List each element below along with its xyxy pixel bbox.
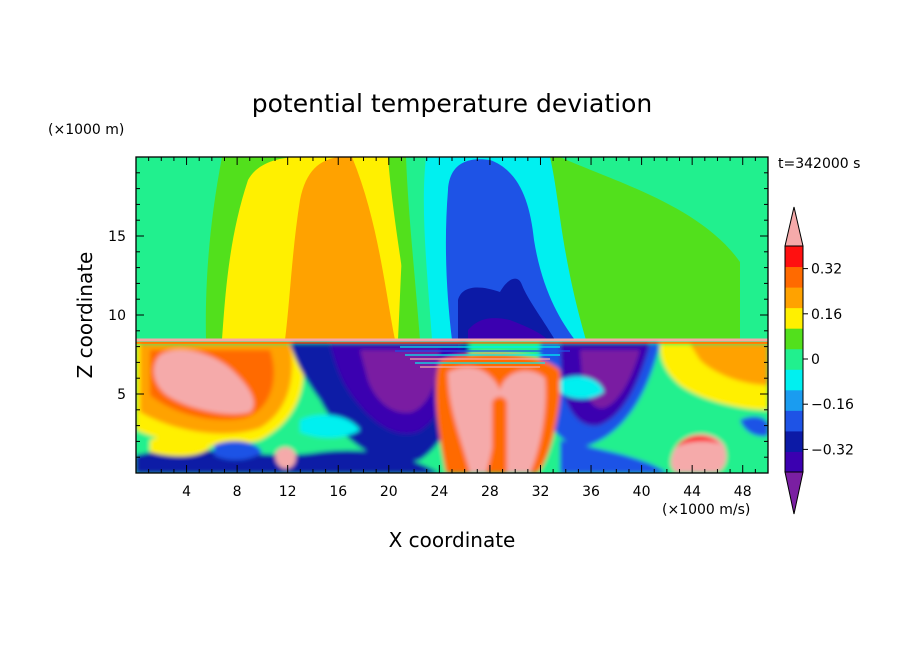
- plume-center-red: [492, 396, 507, 473]
- plume-pink: [448, 367, 546, 473]
- colorbar: 0.32 0.16 0 −0.16 −0.32: [784, 206, 854, 515]
- colorbar-bottom-triangle: [784, 471, 804, 515]
- y-tick-label: 5: [117, 387, 126, 403]
- blob-mid-cyan: [300, 414, 360, 438]
- colorbar-segment: [785, 410, 803, 432]
- colorbar-segment: [785, 430, 803, 452]
- x-tick-label: 40: [633, 484, 651, 500]
- blob-right-pink: [670, 433, 727, 473]
- blob-right-cyan: [560, 376, 604, 399]
- lower-center-violet: [360, 350, 440, 413]
- interface-ripples: [395, 346, 570, 368]
- colorbar-tick-label: 0: [811, 352, 820, 368]
- y-tick-label: 15: [108, 229, 126, 245]
- bottom-blue-strip-right: [560, 440, 668, 473]
- colorbar-top-triangle: [784, 206, 804, 247]
- band-green-right: [560, 157, 740, 340]
- blob-far-right-blue: [740, 416, 768, 437]
- colorbar-segment: [785, 451, 803, 473]
- y-tick-label: 10: [108, 308, 126, 324]
- x-tick-label: 36: [582, 484, 600, 500]
- x-tick-label: 16: [329, 484, 347, 500]
- colorbar-segment: [785, 348, 803, 370]
- colorbar-segment: [785, 389, 803, 411]
- y-axis-label: Z coordinate: [73, 252, 97, 379]
- x-tick-label: 20: [380, 484, 398, 500]
- colorbar-segment: [785, 307, 803, 329]
- x-unit-label: (×1000 m/s): [662, 502, 750, 518]
- x-tick-label: 8: [233, 484, 242, 500]
- colorbar-segment: [785, 287, 803, 309]
- colorbar-segment: [785, 246, 803, 268]
- x-axis-label: X coordinate: [389, 528, 516, 552]
- blob-right-red: [676, 436, 720, 447]
- x-axis: 4 8 12 16 20 24 28 32 36 40 44 48: [148, 157, 756, 500]
- colorbar-segment: [785, 266, 803, 288]
- blob-lower-pink: [275, 447, 296, 469]
- colorbar-tick-label: −0.32: [811, 442, 854, 458]
- x-tick-label: 32: [532, 484, 550, 500]
- x-tick-label: 4: [182, 484, 191, 500]
- colorbar-segment: [785, 328, 803, 350]
- x-tick-label: 12: [279, 484, 297, 500]
- lower-right-edge-orange: [690, 344, 768, 385]
- y-axis: 5 10 15: [108, 172, 768, 458]
- contour-field: [136, 157, 768, 473]
- x-tick-label: 44: [683, 484, 701, 500]
- band-orange: [285, 157, 395, 340]
- y-unit-label: (×1000 m): [48, 122, 124, 138]
- colorbar-tick-label: 0.32: [811, 262, 842, 278]
- colorbar-tick-label: −0.16: [811, 397, 854, 413]
- colorbar-segment: [785, 369, 803, 391]
- chart-title: potential temperature deviation: [252, 89, 652, 118]
- lower-layer: [136, 344, 768, 473]
- time-label: t=342000 s: [778, 156, 860, 172]
- band-purple-top: [468, 318, 548, 340]
- x-tick-label: 28: [481, 484, 499, 500]
- x-tick-label: 48: [734, 484, 752, 500]
- colorbar-tick-label: 0.16: [811, 307, 842, 323]
- x-tick-label: 24: [430, 484, 448, 500]
- blob-left-blue: [214, 440, 262, 460]
- lower-left-pink: [153, 350, 254, 415]
- blob-lower-yellow: [150, 435, 210, 457]
